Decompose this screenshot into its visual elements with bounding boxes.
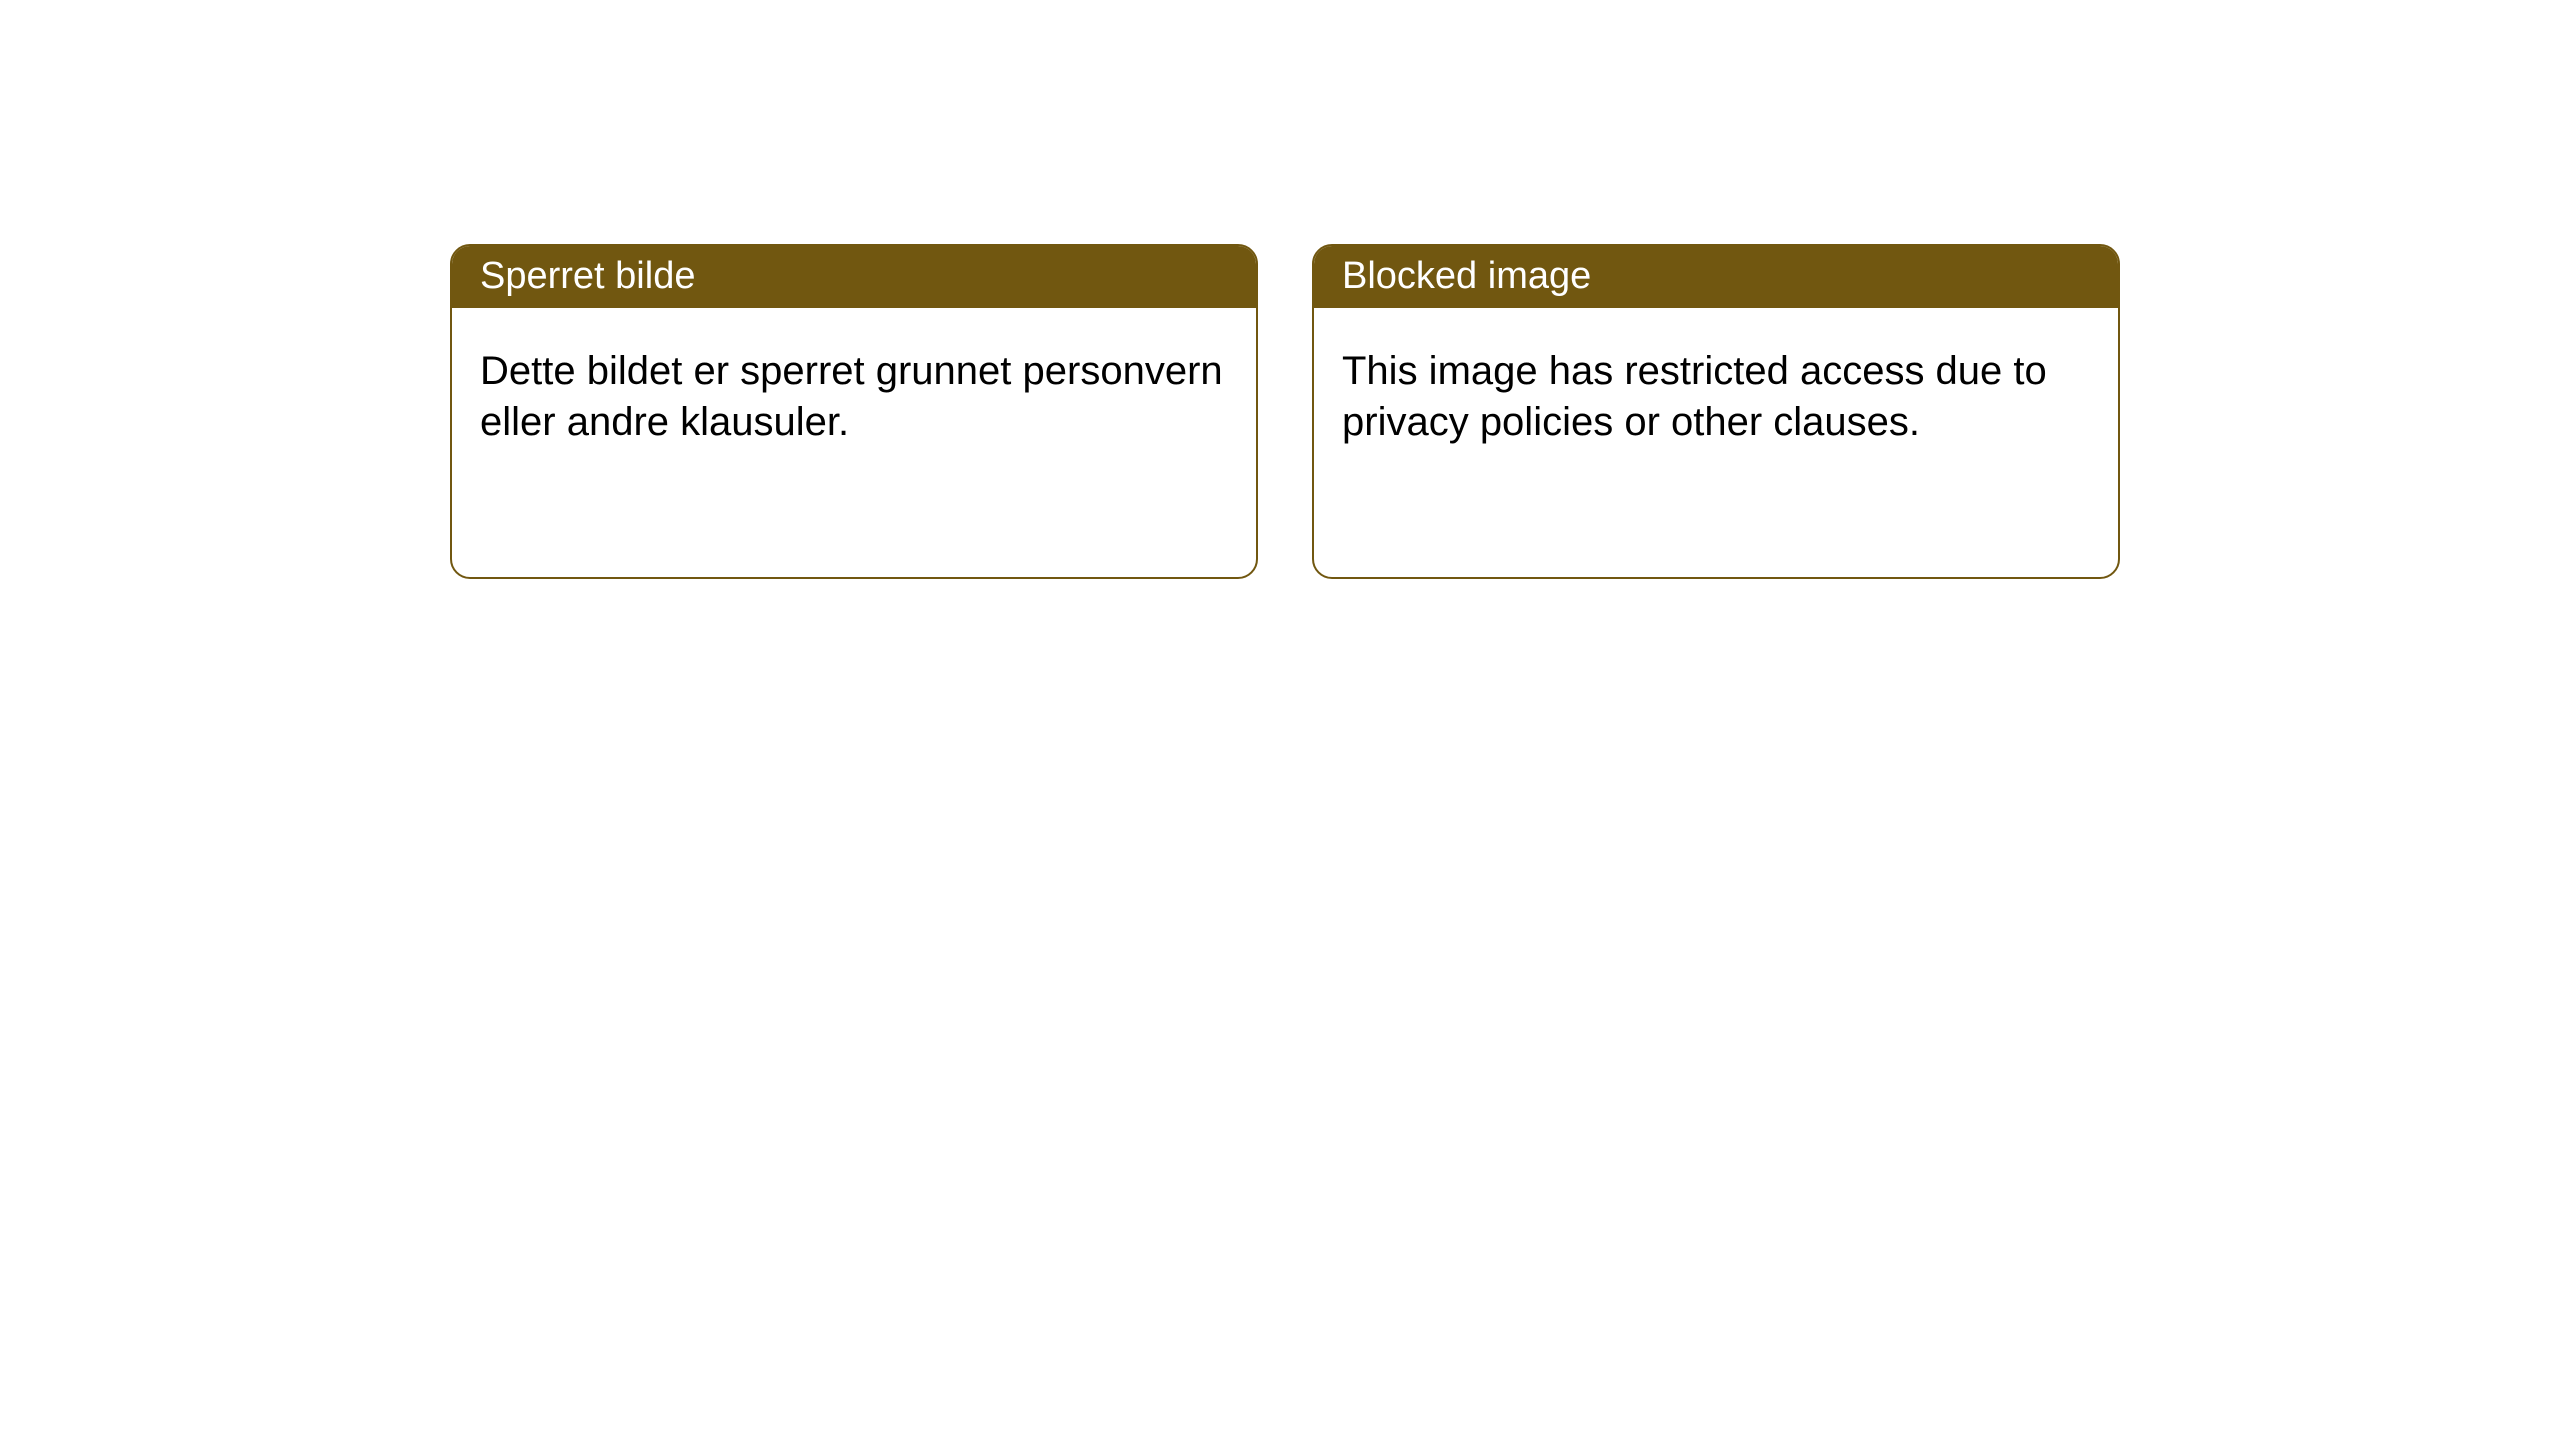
cards-container: Sperret bilde Dette bildet er sperret gr… xyxy=(0,0,2560,579)
blocked-image-card-en: Blocked image This image has restricted … xyxy=(1312,244,2120,579)
card-body-no: Dette bildet er sperret grunnet personve… xyxy=(452,308,1256,486)
blocked-image-card-no: Sperret bilde Dette bildet er sperret gr… xyxy=(450,244,1258,579)
card-body-en: This image has restricted access due to … xyxy=(1314,308,2118,486)
card-title-no: Sperret bilde xyxy=(452,246,1256,308)
card-title-en: Blocked image xyxy=(1314,246,2118,308)
